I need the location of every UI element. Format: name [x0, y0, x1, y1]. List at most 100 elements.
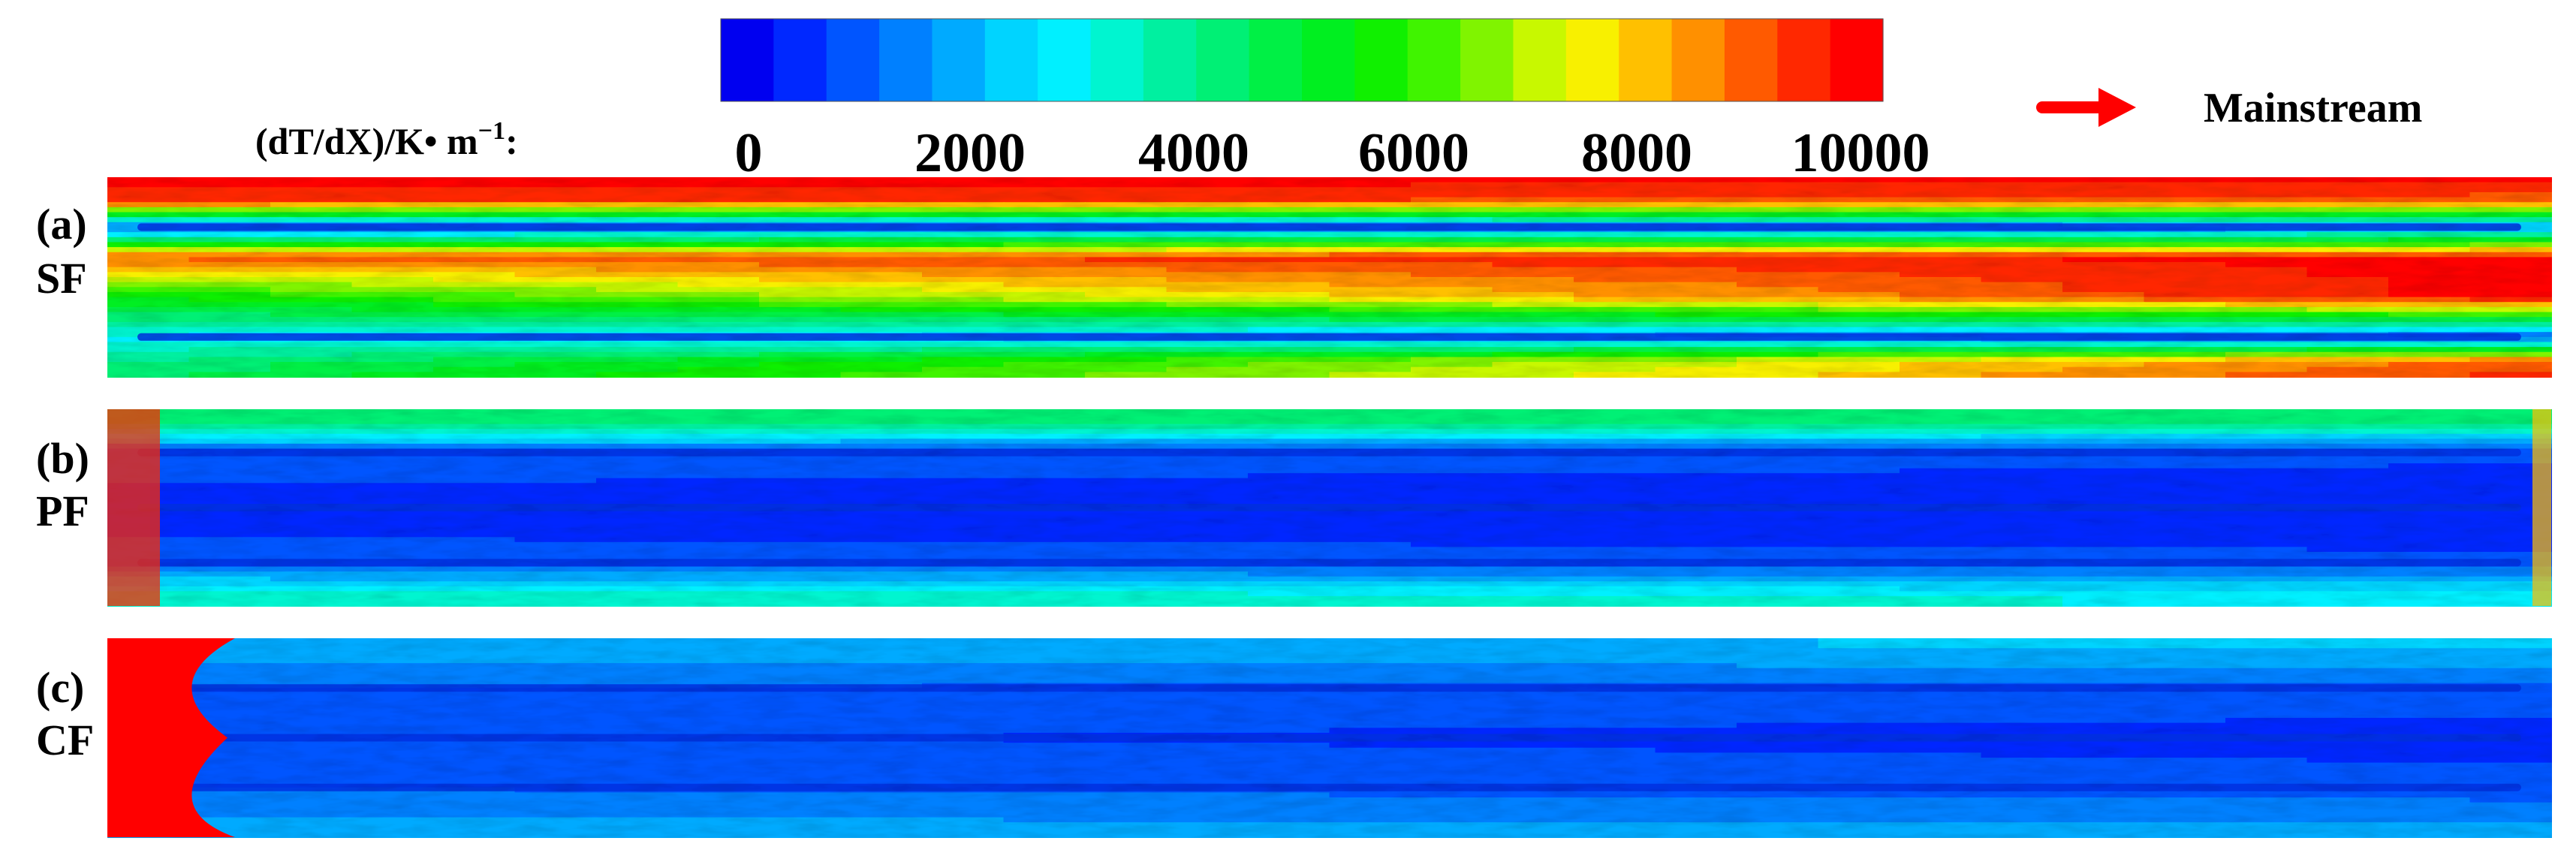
contour-cell	[840, 267, 923, 273]
contour-cell	[2388, 242, 2471, 249]
contour-cell	[1248, 673, 1330, 679]
contour-cell	[433, 595, 516, 602]
contour-cell	[677, 419, 760, 425]
contour-cell	[1981, 703, 2063, 709]
contour-cell	[351, 191, 434, 198]
contour-cell	[1492, 537, 1574, 543]
contour-cell	[2306, 527, 2389, 533]
contour-cell	[677, 658, 760, 665]
contour-cell	[596, 357, 679, 363]
contour-cell	[596, 197, 679, 203]
contour-cell	[1329, 429, 1412, 435]
contour-cell	[351, 586, 434, 592]
contour-cell	[1003, 663, 1086, 669]
contour-cell	[1085, 643, 1167, 650]
contour-cell	[1981, 752, 2063, 758]
contour-cell	[1574, 458, 1656, 465]
contour-cell	[1248, 658, 1330, 665]
contour-cell	[1411, 321, 1493, 328]
contour-cell	[1166, 252, 1249, 258]
contour-cell	[1655, 728, 1737, 734]
low-gradient-streak	[137, 734, 2521, 742]
contour-cell	[1818, 643, 1900, 650]
contour-cell	[1411, 547, 1493, 553]
contour-cell	[188, 182, 271, 188]
contour-cell	[1737, 777, 1819, 784]
contour-cell	[2062, 713, 2145, 719]
contour-cell	[2469, 478, 2552, 484]
contour-cell	[1900, 463, 1982, 469]
contour-cell	[1900, 237, 1982, 243]
contour-cell	[1329, 692, 1412, 699]
contour-cell	[1248, 767, 1330, 773]
contour-cell	[188, 551, 271, 558]
contour-cell	[514, 658, 597, 665]
contour-cell	[1492, 703, 1574, 709]
contour-cell	[188, 414, 271, 420]
contour-cell	[188, 601, 271, 607]
contour-cell	[596, 212, 679, 219]
contour-cell	[2144, 752, 2226, 758]
contour-cell	[1737, 758, 1819, 764]
contour-cell	[1492, 414, 1574, 420]
contour-cell	[2469, 532, 2552, 538]
contour-cell	[1818, 797, 1900, 803]
contour-cell	[759, 591, 842, 597]
contour-cell	[433, 206, 516, 213]
contour-cell	[514, 832, 597, 838]
contour-cell	[107, 257, 190, 264]
contour-cell	[1003, 571, 1086, 577]
contour-cell	[2062, 586, 2145, 592]
contour-cell	[677, 478, 760, 484]
panel-name: PF	[36, 487, 89, 535]
contour-cell	[759, 743, 842, 749]
contour-cell	[1492, 423, 1574, 430]
contour-cell	[1329, 663, 1412, 669]
contour-cell	[433, 648, 516, 654]
contour-cell	[1574, 822, 1656, 828]
contour-cell	[840, 212, 923, 219]
contour-cell	[1248, 653, 1330, 659]
contour-cell	[2306, 643, 2389, 650]
contour-cell	[1003, 497, 1086, 504]
contour-cell	[1655, 453, 1737, 460]
contour-cell	[1655, 217, 1737, 223]
contour-cell	[1492, 357, 1574, 363]
contour-cell	[1574, 678, 1656, 684]
contour-cell	[2306, 522, 2389, 529]
contour-cell	[1900, 663, 1982, 669]
contour-cell	[2144, 242, 2226, 249]
contour-cell	[1085, 772, 1167, 779]
contour-cell	[1248, 601, 1330, 607]
contour-cell	[351, 366, 434, 373]
contour-cell	[922, 802, 1005, 809]
contour-cell	[2062, 595, 2145, 602]
contour-cell	[1900, 372, 1982, 378]
contour-cell	[1655, 487, 1737, 494]
contour-cell	[922, 317, 1005, 323]
contour-cell	[2306, 429, 2389, 435]
contour-cell	[1411, 522, 1493, 529]
contour-cell	[1411, 409, 1493, 415]
contour-cell	[1737, 306, 1819, 313]
contour-cell	[922, 762, 1005, 769]
contour-cell	[1737, 601, 1819, 607]
contour-cell	[1003, 473, 1086, 479]
contour-cell	[677, 802, 760, 809]
contour-cell	[759, 191, 842, 198]
contour-cell	[1329, 272, 1412, 278]
contour-cell	[759, 517, 842, 523]
contour-cell	[1900, 601, 1982, 607]
contour-cell	[1900, 262, 1982, 268]
contour-cell	[1085, 257, 1167, 264]
contour-cell	[433, 423, 516, 430]
contour-cell	[2306, 327, 2389, 333]
contour-cell	[2225, 713, 2308, 719]
contour-cell	[433, 347, 516, 353]
contour-cell	[2062, 351, 2145, 358]
contour-cell	[2469, 247, 2552, 253]
contour-cell	[2062, 522, 2145, 529]
contour-cell	[270, 547, 353, 553]
contour-cell	[840, 832, 923, 838]
contour-cell	[351, 537, 434, 543]
